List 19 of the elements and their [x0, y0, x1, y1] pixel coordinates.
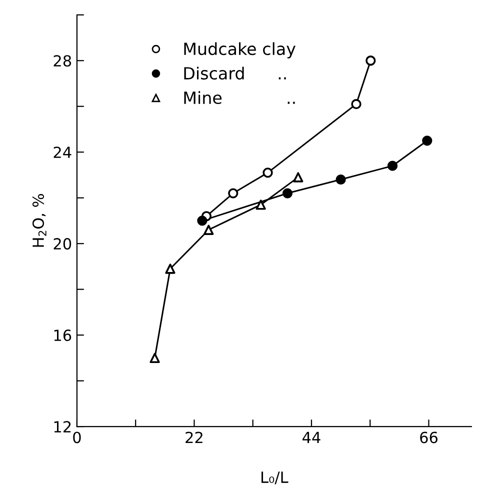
legend-label: Mine ..: [184, 91, 295, 104]
y-tick-label: 24: [54, 146, 72, 158]
point: [165, 264, 176, 274]
x-tick-label: 44: [302, 432, 320, 444]
point: [293, 172, 304, 182]
point: [256, 200, 266, 210]
point: [150, 352, 160, 364]
y-tick-label: 16: [54, 330, 72, 342]
x-tick-label: 0: [73, 432, 81, 444]
y-tick-label: 28: [54, 55, 72, 67]
x-tick-label: 66: [420, 432, 438, 444]
legend-label: Mudcake clay: [184, 42, 296, 58]
point: [204, 224, 214, 235]
x-tick-label: 22: [186, 432, 202, 444]
y-tick-label: 20: [54, 238, 72, 250]
x-axis-title: L₀/L: [262, 472, 288, 484]
y-axis-title: H$_{2}$O, %: [32, 194, 46, 247]
legend-label: Discard ..: [184, 66, 286, 80]
y-tick-label: 12: [54, 421, 71, 432]
